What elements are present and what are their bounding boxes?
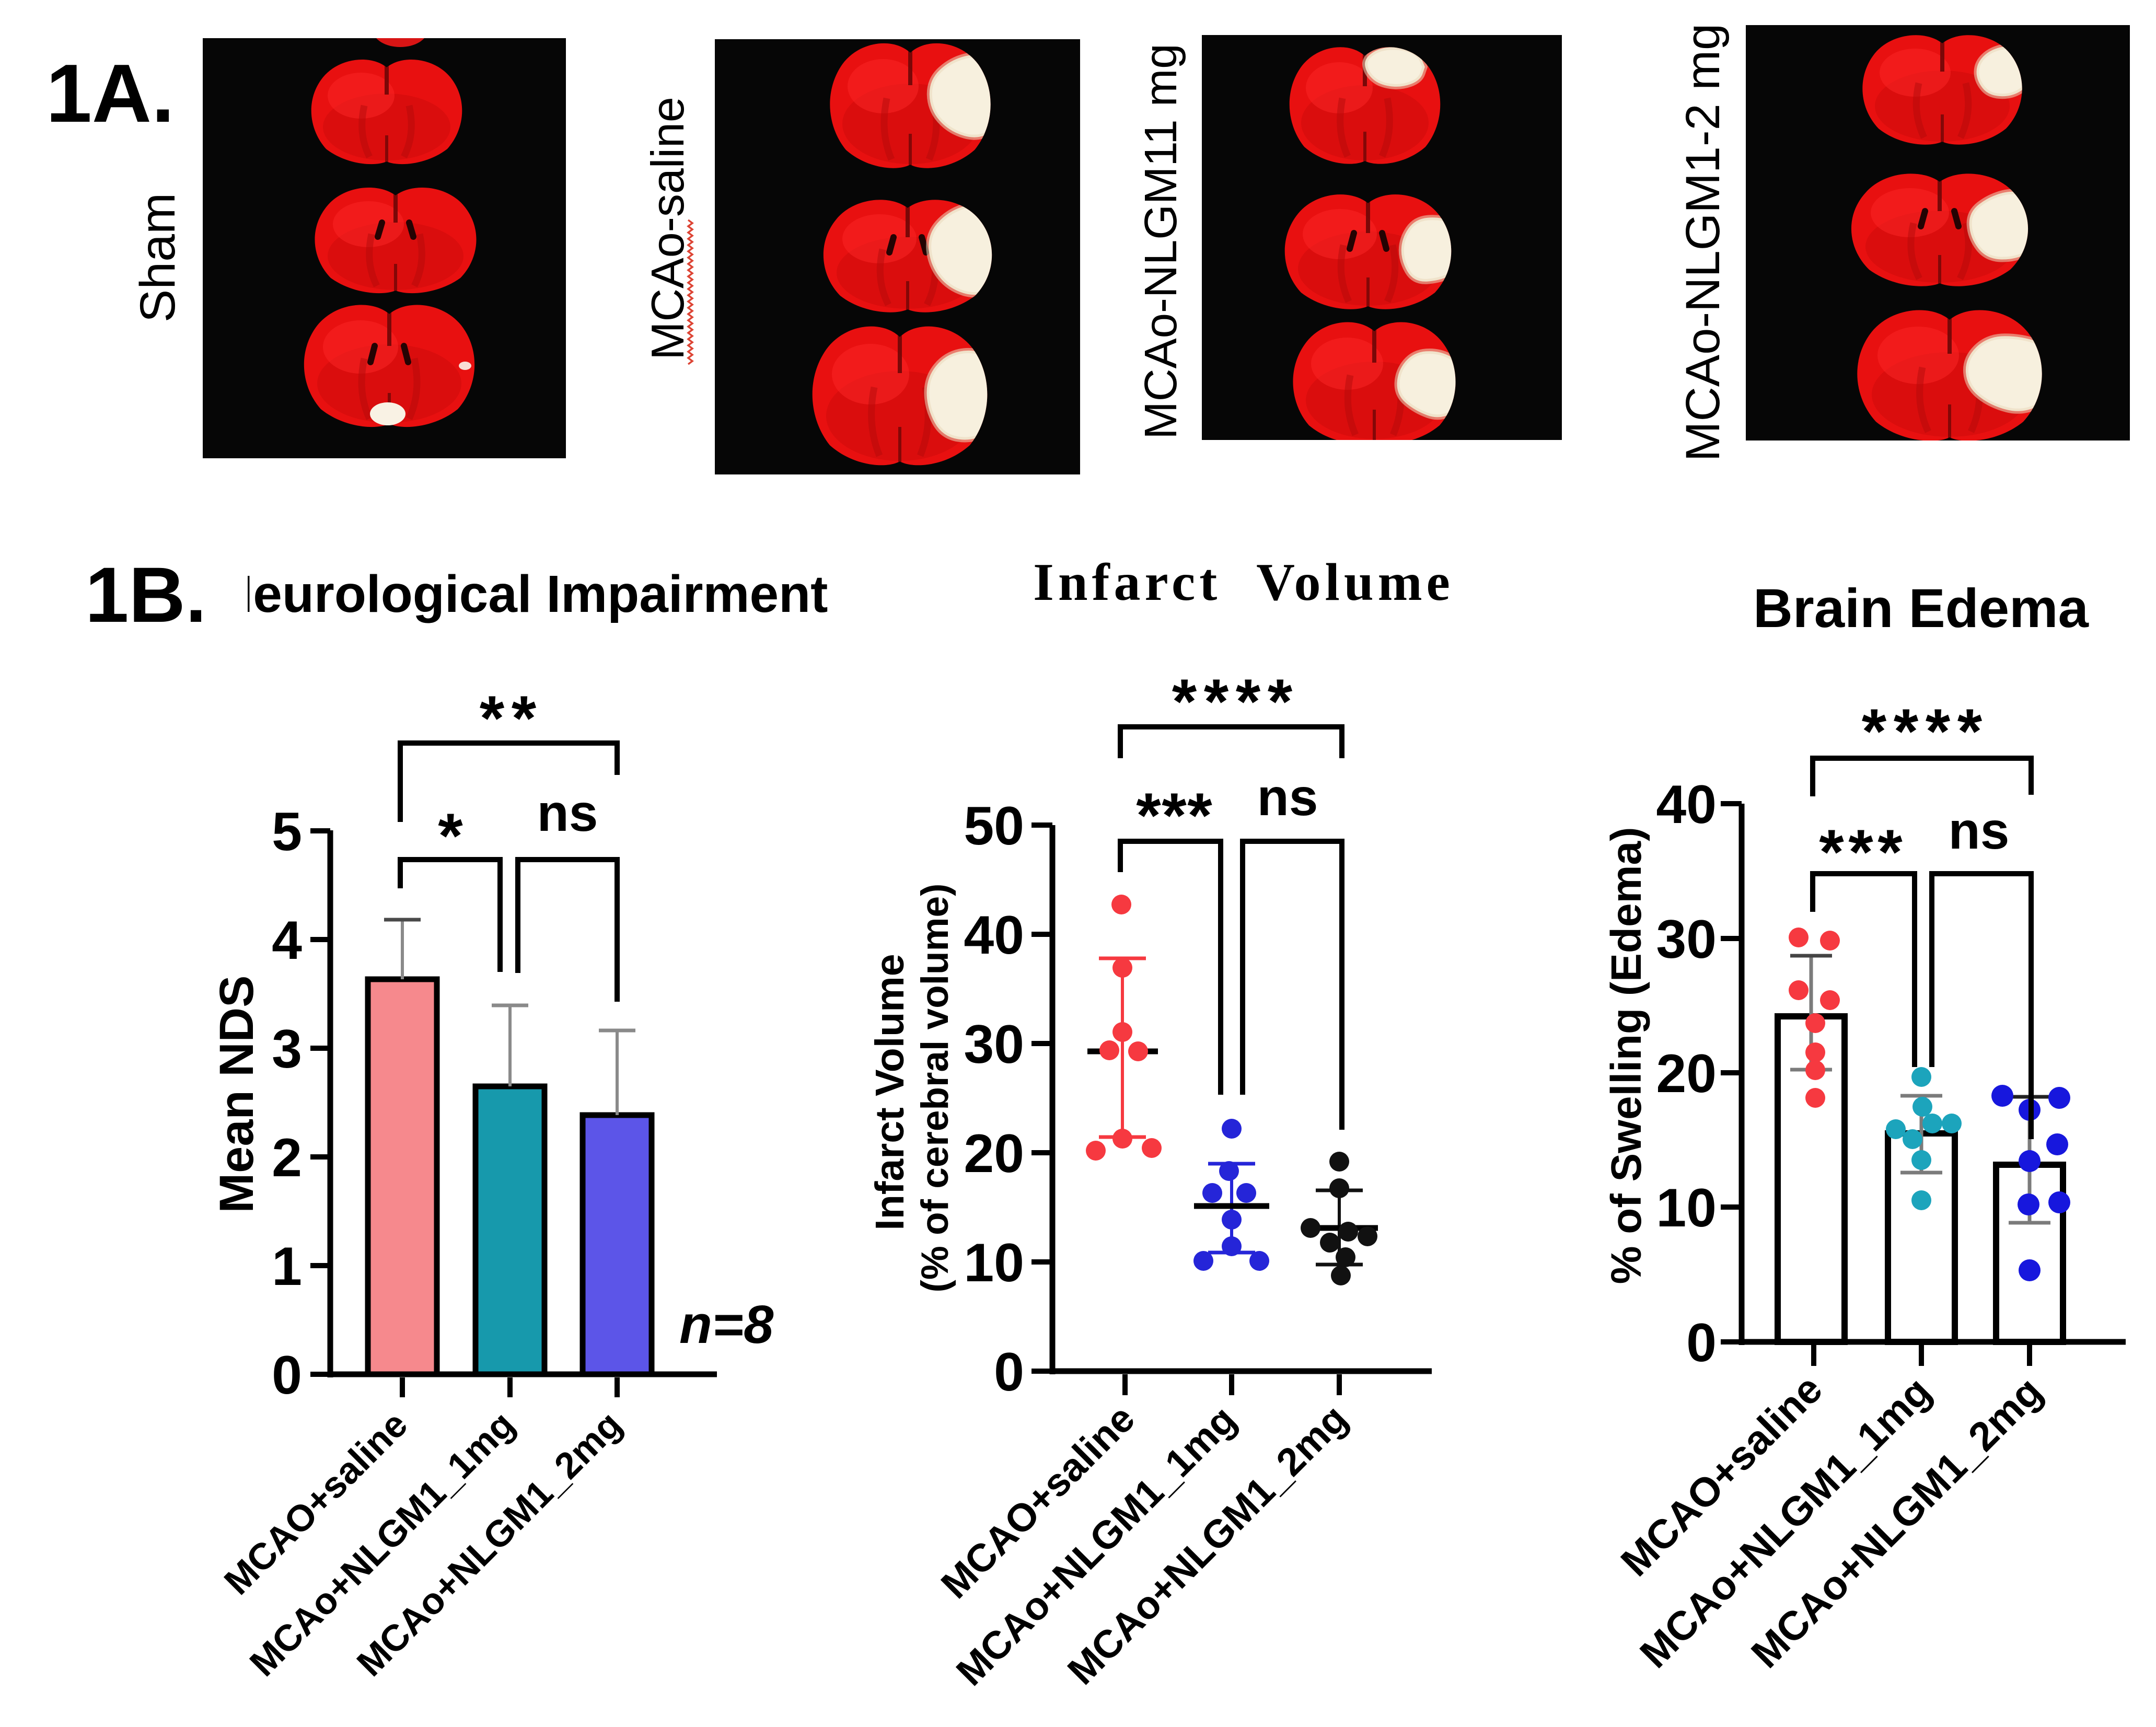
svg-text:ns: ns [537, 784, 598, 842]
svg-text:Brain Edema: Brain Edema [1753, 578, 2089, 639]
svg-text:0: 0 [1686, 1313, 1717, 1373]
svg-text:30: 30 [964, 1014, 1024, 1075]
svg-text:*: * [1848, 816, 1873, 887]
svg-text:Neurological Impairment: Neurological Impairment [215, 565, 828, 623]
svg-text:5: 5 [272, 802, 302, 862]
svg-text:MCAo-NLGM1-2 mg: MCAo-NLGM1-2 mg [1676, 24, 1730, 461]
svg-text:10: 10 [964, 1233, 1024, 1293]
svg-text:*: * [1877, 816, 1903, 887]
svg-text:50: 50 [964, 796, 1024, 856]
svg-text:% of Swelling (Edema): % of Swelling (Edema) [1603, 827, 1650, 1284]
svg-text:*: * [1894, 696, 1919, 767]
svg-text:*: * [1862, 696, 1887, 767]
svg-text:3: 3 [272, 1019, 302, 1080]
svg-text:*: * [1819, 816, 1844, 887]
svg-text:MCAo-saline: MCAo-saline [642, 97, 693, 360]
svg-text:Infarct Volume: Infarct Volume [1033, 553, 1454, 612]
svg-text:*: * [1926, 696, 1951, 767]
svg-text:2: 2 [272, 1128, 302, 1188]
svg-text:1A.: 1A. [46, 48, 175, 140]
svg-text:40: 40 [964, 905, 1024, 966]
svg-text:(% of cerebral volume): (% of cerebral volume) [914, 884, 956, 1293]
svg-text:Sham: Sham [130, 193, 186, 322]
svg-text:40: 40 [1656, 774, 1717, 835]
svg-text:20: 20 [1656, 1044, 1717, 1104]
svg-text:ns: ns [1257, 768, 1318, 827]
svg-text:30: 30 [1656, 909, 1717, 970]
svg-text:MCAo-NLGM11 mg: MCAo-NLGM11 mg [1135, 43, 1186, 439]
svg-text:0: 0 [994, 1342, 1024, 1403]
svg-text:*: * [1957, 696, 1983, 767]
svg-text:4: 4 [272, 910, 302, 971]
svg-text:ns: ns [1949, 802, 2010, 860]
svg-text:Mean NDS: Mean NDS [210, 976, 263, 1213]
svg-text:1: 1 [272, 1236, 302, 1297]
svg-text:Infarct Volume: Infarct Volume [867, 954, 912, 1230]
svg-text:20: 20 [964, 1123, 1024, 1184]
svg-text:0: 0 [272, 1345, 302, 1406]
svg-text:1B.: 1B. [85, 551, 207, 639]
svg-text:n=8: n=8 [679, 1294, 774, 1354]
svg-text:10: 10 [1656, 1178, 1717, 1238]
